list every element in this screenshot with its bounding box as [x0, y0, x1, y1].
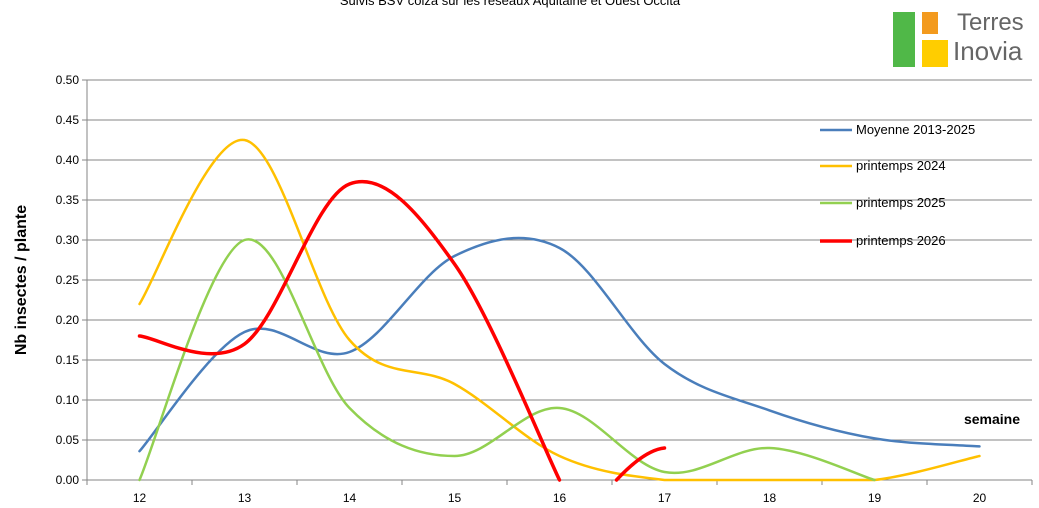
x-tick-label: 14	[343, 491, 357, 505]
x-tick-label: 12	[133, 491, 147, 505]
x-tick-label: 20	[973, 491, 987, 505]
x-tick-label: 16	[553, 491, 567, 505]
x-tick-label: 17	[658, 491, 672, 505]
legend-label: printemps 2024	[856, 158, 946, 173]
terres-inovia-logo: Terres Inovia	[893, 10, 1024, 70]
x-tick-label: 13	[238, 491, 252, 505]
series-line-1	[138, 138, 981, 482]
y-tick-label: 0.25	[56, 273, 80, 287]
y-tick-label: 0.35	[56, 193, 80, 207]
logo-text-terres: Terres	[957, 9, 1024, 36]
y-axis-title: Nb insectes / plante	[13, 205, 30, 355]
logo-orange-block	[922, 12, 938, 34]
y-tick-label: 0.05	[56, 433, 80, 447]
y-tick-label: 0.10	[56, 393, 80, 407]
x-tick-label: 18	[763, 491, 777, 505]
y-tick-label: 0.00	[56, 473, 80, 487]
series-line-0	[138, 236, 981, 453]
logo-text-inovia: Inovia	[953, 36, 1023, 66]
y-tick-label: 0.50	[56, 73, 80, 87]
y-tick-label: 0.15	[56, 353, 80, 367]
x-tick-label: 19	[868, 491, 882, 505]
logo-yellow-block	[922, 40, 948, 67]
x-tick-label: 15	[448, 491, 462, 505]
y-tick-label: 0.30	[56, 233, 80, 247]
legend-label: printemps 2025	[856, 195, 946, 210]
legend-label: printemps 2026	[856, 233, 946, 248]
chart-title: Suivis BSV colza sur les réseaux Aquitai…	[339, 0, 681, 8]
logo-green-block	[893, 12, 915, 67]
x-axis-title: semaine	[964, 411, 1020, 427]
y-tick-label: 0.20	[56, 313, 80, 327]
series-line-2	[138, 238, 876, 482]
y-tick-label: 0.45	[56, 113, 80, 127]
series-line-3	[137, 179, 562, 482]
series-line-4	[614, 446, 667, 482]
legend-label: Moyenne 2013-2025	[856, 122, 975, 137]
y-tick-label: 0.40	[56, 153, 80, 167]
